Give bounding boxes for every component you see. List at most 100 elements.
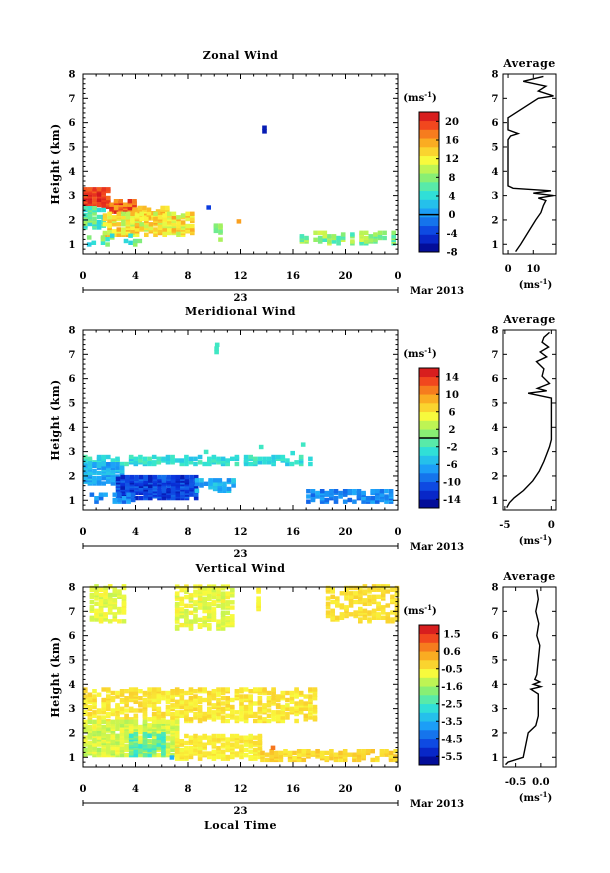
colorbar-tick-label: -0.5 (441, 664, 463, 675)
heat-cell (188, 754, 194, 760)
heat-cell (197, 749, 203, 754)
y-tick-label: 5 (69, 655, 76, 666)
heat-cell (137, 238, 143, 244)
heat-cell (153, 211, 158, 216)
heat-cell (189, 492, 194, 497)
heat-cell (356, 757, 362, 763)
heat-cell (89, 599, 95, 605)
heat-cell (211, 458, 217, 463)
heat-cell (125, 211, 131, 216)
heat-cell (239, 687, 244, 692)
colorbar-segment (419, 490, 439, 500)
heat-cell (327, 239, 332, 244)
heat-cell (151, 697, 157, 703)
heat-cell (117, 606, 122, 612)
profile-y-tick-label: 8 (492, 326, 499, 337)
average-profile: Average 1 2 3 4 5 6 7 8 -0.5 0.0 (ms-1) (492, 570, 557, 804)
heat-cell (308, 697, 313, 703)
heat-cell (106, 749, 111, 754)
heat-cell (248, 713, 253, 718)
heat-cell (197, 622, 203, 628)
heat-cell (306, 489, 311, 494)
heat-cell (128, 690, 134, 696)
heat-cell (109, 233, 115, 238)
heat-cell (96, 187, 102, 192)
heat-cell (260, 750, 265, 756)
heat-cell (193, 737, 198, 742)
heat-cell (335, 615, 340, 620)
colorbar-tick-label: -4.5 (441, 734, 463, 745)
heat-cell (193, 589, 198, 594)
heat-cell (216, 456, 221, 461)
heat-cell (384, 749, 389, 754)
heat-cell (133, 752, 139, 758)
heat-cell (110, 458, 116, 463)
heat-cell (216, 733, 221, 739)
heat-cell (333, 752, 339, 757)
colorbar-segment (419, 642, 439, 652)
heat-cell (125, 478, 130, 483)
heat-cell (184, 615, 189, 621)
heat-cell (266, 718, 272, 724)
heat-cell (103, 492, 108, 497)
y-axis-label: Height (km) (49, 636, 62, 717)
heat-cell (317, 235, 323, 241)
heat-cell (110, 690, 116, 696)
heat-cell (142, 726, 148, 731)
heat-cell (207, 697, 212, 703)
heat-cell (121, 606, 127, 612)
heat-cell (174, 747, 180, 753)
heat-cell (356, 749, 362, 754)
heat-cell (147, 690, 152, 696)
heat-cell (342, 749, 348, 754)
heat-cell (171, 227, 177, 232)
heat-cell (300, 442, 306, 447)
heat-cell (156, 719, 162, 724)
heat-cell (350, 232, 355, 237)
heat-cell (371, 615, 377, 620)
heat-cell (96, 719, 102, 724)
heat-cell (225, 737, 230, 742)
heat-cell (170, 689, 175, 694)
heat-cell (256, 599, 261, 605)
heat-cell (171, 215, 177, 220)
heat-cell (119, 745, 125, 751)
heat-cell (162, 222, 167, 227)
heat-cell (100, 235, 106, 240)
heat-cell (148, 483, 153, 488)
heat-cell (96, 476, 102, 481)
colorbar-segment (419, 234, 439, 244)
heat-cell (253, 718, 258, 724)
heat-cell (257, 754, 263, 760)
heat-cell (216, 619, 221, 624)
heat-cell (151, 454, 157, 460)
heat-cell (138, 735, 143, 740)
heat-cell (202, 591, 207, 596)
colorbar-segment (419, 721, 439, 731)
heat-cell (379, 752, 385, 757)
x-axis-label: Local Time (204, 819, 277, 832)
heat-cell (370, 489, 375, 494)
heat-cell (165, 694, 171, 699)
heat-cell (339, 591, 345, 596)
heat-cell (148, 225, 154, 230)
y-tick-label: 7 (69, 350, 76, 361)
heat-cell (124, 696, 129, 701)
heat-cell (266, 713, 272, 718)
y-tick-label: 4 (69, 680, 76, 691)
heat-cell (106, 733, 111, 738)
heat-cell (161, 487, 167, 492)
heat-cell (243, 742, 249, 747)
heat-cell (301, 752, 307, 757)
heat-cell (390, 598, 395, 603)
heat-cell (103, 598, 108, 603)
heat-cell (266, 690, 272, 696)
heat-cell (331, 239, 337, 244)
heat-cell (115, 690, 120, 696)
heat-cell (184, 733, 189, 739)
heat-cell (188, 687, 194, 692)
heat-cell (248, 461, 253, 467)
heat-cell (110, 749, 116, 754)
heat-cell (260, 757, 265, 763)
